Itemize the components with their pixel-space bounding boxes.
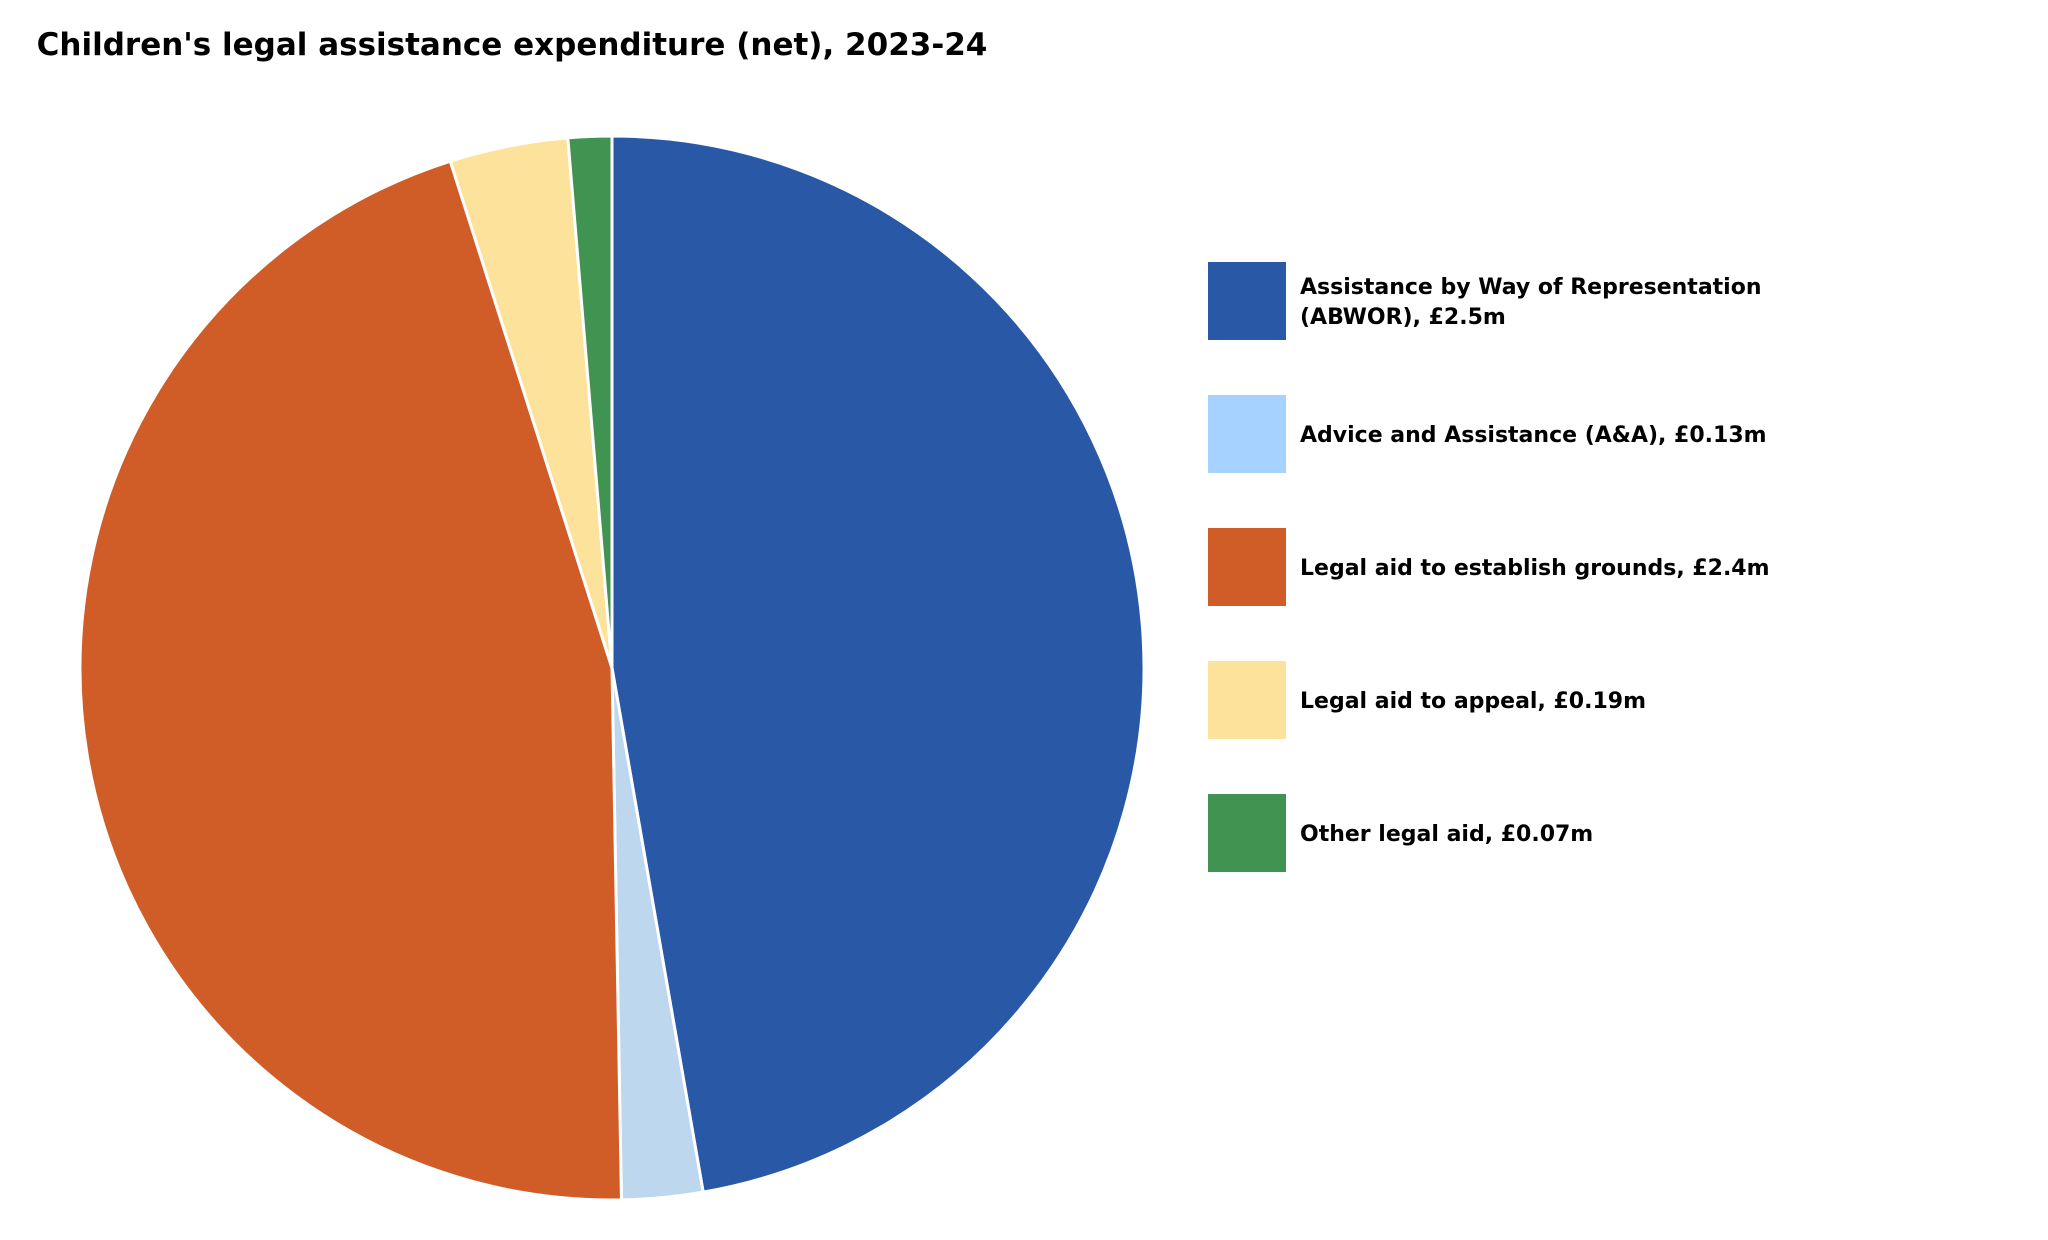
- pie-slice-1: [610, 134, 1146, 1194]
- chart-title: Children's legal assistance expenditure …: [36, 27, 988, 63]
- legend-label-5: Other legal aid, £0.07m: [1300, 822, 1593, 847]
- pie-slice-3: [78, 159, 623, 1202]
- legend-swatch-4: [1208, 661, 1286, 739]
- legend: Assistance by Way of Representation (ABWO…: [1208, 262, 1770, 872]
- pie-slices: [78, 134, 1146, 1202]
- legend-label-1-line-2: (ABWOR), £2.5m: [1300, 305, 1506, 330]
- legend-swatch-3: [1208, 528, 1286, 606]
- pie-slice-5: [566, 134, 614, 670]
- legend-swatch-1: [1208, 262, 1286, 340]
- legend-label-1-line-1: Assistance by Way of Representation: [1300, 275, 1762, 300]
- legend-label-3: Legal aid to establish grounds, £2.4m: [1300, 556, 1770, 581]
- legend-swatch-2: [1208, 395, 1286, 473]
- legend-label-4: Legal aid to appeal, £0.19m: [1300, 689, 1646, 714]
- legend-swatch-5: [1208, 794, 1286, 872]
- legend-label-2: Advice and Assistance (A&A), £0.13m: [1300, 423, 1767, 448]
